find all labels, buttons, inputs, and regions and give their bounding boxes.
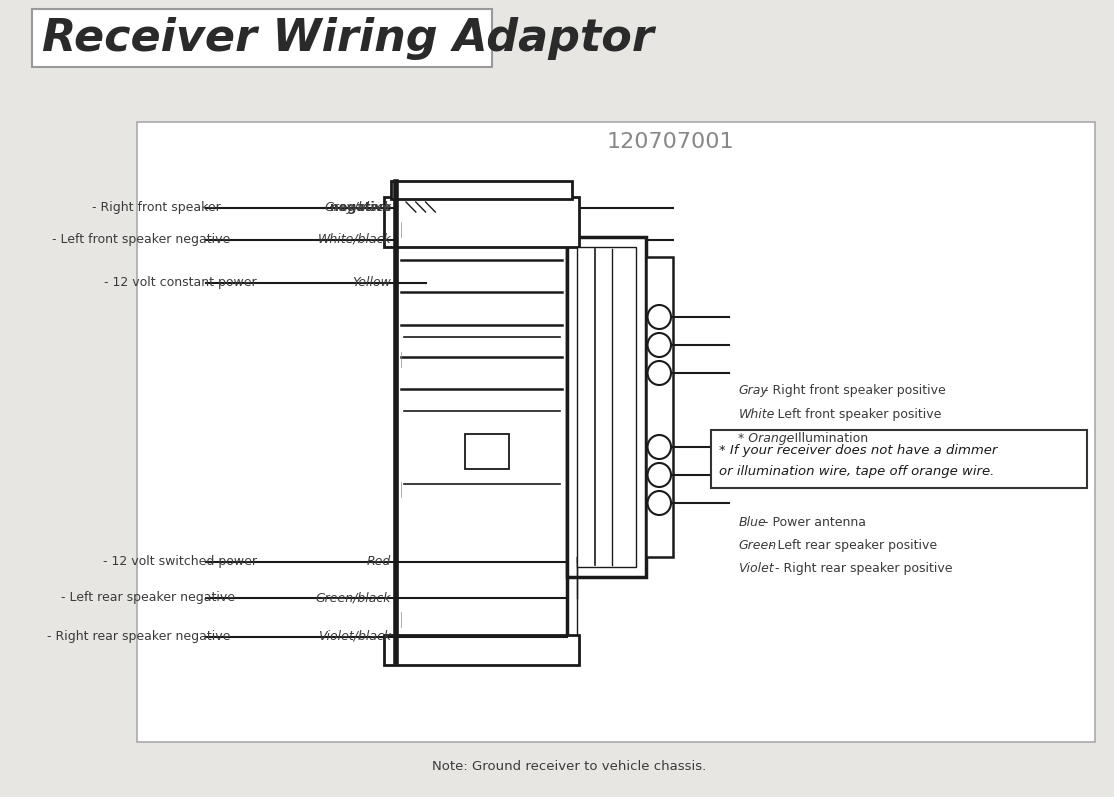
Text: - Right rear speaker negative: - Right rear speaker negative [42, 630, 229, 642]
Text: * If your receiver does not have a dimmer: * If your receiver does not have a dimme… [719, 444, 997, 457]
Text: - Right front speaker positive: - Right front speaker positive [760, 384, 946, 397]
Bar [391, 181, 573, 199]
Text: or illumination wire, tape off orange wire.: or illumination wire, tape off orange wi… [719, 465, 994, 478]
Text: Green: Green [739, 539, 776, 552]
Text: Green/black: Green/black [316, 591, 391, 604]
Text: White: White [739, 408, 775, 421]
Text: Note: Ground receiver to vehicle chassis.: Note: Ground receiver to vehicle chassis… [432, 760, 706, 774]
Text: - Power antenna: - Power antenna [760, 516, 866, 528]
Text: - Right rear speaker positive: - Right rear speaker positive [771, 562, 952, 575]
Bar [137, 122, 1095, 742]
Text: White/black: White/black [317, 233, 391, 245]
Bar [577, 247, 636, 567]
Text: Yellow: Yellow [352, 277, 391, 289]
Text: Blue: Blue [739, 516, 766, 528]
Bar [646, 257, 673, 557]
Text: Gray/black: Gray/black [324, 201, 391, 214]
Bar [384, 635, 579, 665]
Text: - Right front speaker: - Right front speaker [88, 201, 225, 214]
Text: Gray: Gray [739, 384, 769, 397]
Text: Violet/black: Violet/black [319, 630, 391, 642]
Text: Receiver Wiring Adaptor: Receiver Wiring Adaptor [42, 17, 654, 60]
Bar [567, 237, 646, 577]
Text: - Left rear speaker positive: - Left rear speaker positive [765, 539, 938, 552]
Text: * Orange: * Orange [739, 432, 795, 445]
Bar [397, 217, 567, 647]
Bar [384, 197, 579, 247]
Text: - 12 volt constant power: - 12 volt constant power [100, 277, 257, 289]
Text: Violet: Violet [739, 562, 774, 575]
Bar [32, 9, 492, 67]
Text: 120707001: 120707001 [606, 132, 734, 152]
Text: negative: negative [330, 201, 391, 214]
Text: - Left front speaker positive: - Left front speaker positive [765, 408, 941, 421]
Text: - Left front speaker negative: - Left front speaker negative [48, 233, 229, 245]
Bar [465, 434, 509, 469]
Text: - Left rear speaker negative: - Left rear speaker negative [57, 591, 235, 604]
Text: Red: Red [368, 556, 391, 568]
Bar [711, 430, 1087, 488]
Text: - 12 volt switched power: - 12 volt switched power [99, 556, 257, 568]
Text: - Illumination: - Illumination [782, 432, 868, 445]
